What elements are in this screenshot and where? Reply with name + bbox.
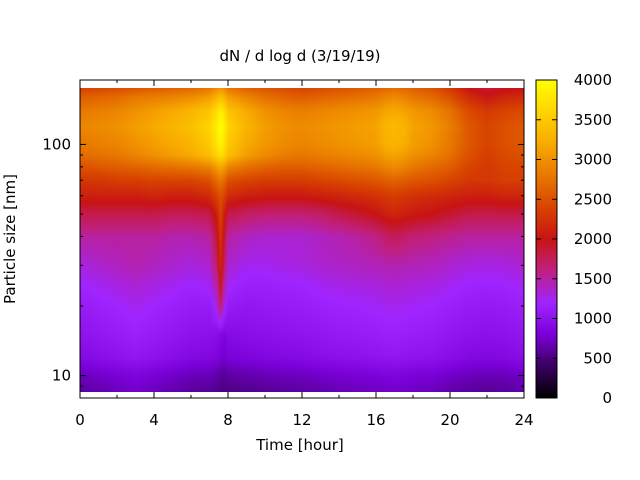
x-tick-label: 16 (366, 411, 385, 429)
colorbar-tick-label: 3000 (574, 151, 612, 169)
y-axis-label: Particle size [nm] (1, 174, 19, 304)
colorbar-tick-label: 500 (583, 349, 612, 367)
colorbar-tick-label: 1500 (574, 270, 612, 288)
x-tick-label: 20 (440, 411, 459, 429)
y-axis: 10 100 (42, 135, 524, 387)
colorbar-tick-label: 4000 (574, 71, 612, 89)
y-tick-label: 10 (52, 367, 71, 385)
x-tick-label: 0 (75, 411, 85, 429)
colorbar-tick-label: 0 (602, 389, 612, 407)
x-axis-label: Time [hour] (255, 436, 344, 454)
y-tick-label: 100 (42, 135, 71, 153)
colorbar-tick-label: 2500 (574, 190, 612, 208)
colorbar-tick-label: 2000 (574, 230, 612, 248)
x-tick-label: 24 (514, 411, 533, 429)
colorbar-tick-label: 1000 (574, 310, 612, 328)
colorbar-tick-label: 3500 (574, 111, 612, 129)
x-tick-label: 8 (223, 411, 233, 429)
x-tick-label: 12 (292, 411, 311, 429)
chart-title: dN / d log d (3/19/19) (219, 47, 380, 65)
heatmap-cells (80, 88, 524, 392)
x-tick-label: 4 (149, 411, 159, 429)
x-axis: 0 4 8 12 16 20 24 (75, 80, 534, 429)
heatmap-image-container (80, 88, 524, 392)
colorbar-axis: 0 500 1000 1500 2000 2500 3000 3500 4000 (536, 71, 612, 407)
